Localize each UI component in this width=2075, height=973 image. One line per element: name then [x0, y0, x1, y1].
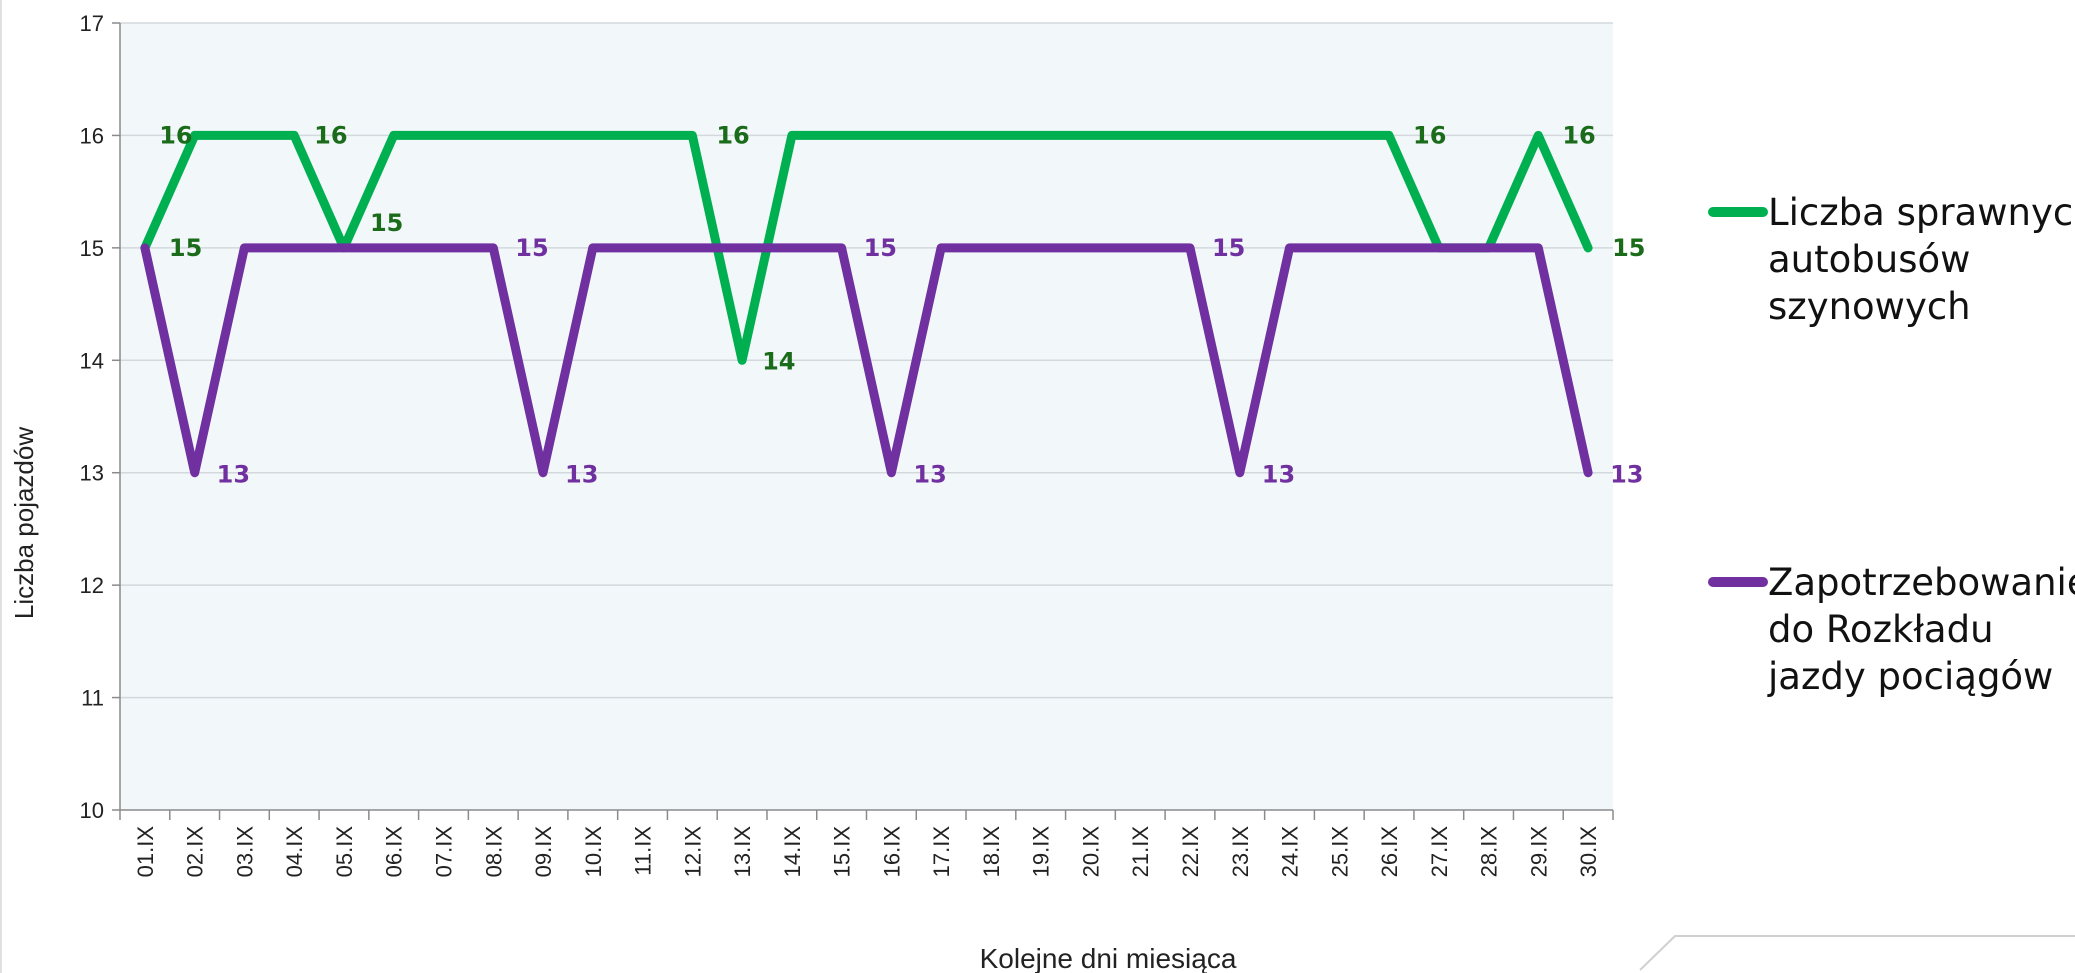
x-tick-label: 23.IX	[1228, 826, 1253, 878]
data-label: 14	[762, 347, 795, 375]
data-label: 16	[1413, 121, 1446, 149]
x-tick-label: 08.IX	[481, 826, 506, 878]
x-tick-label: 05.IX	[332, 826, 357, 878]
data-label: 16	[716, 121, 749, 149]
x-tick-label: 29.IX	[1526, 826, 1551, 878]
x-tick-label: 27.IX	[1427, 826, 1452, 878]
data-label: 16	[159, 121, 192, 149]
decorative-corner-line	[1639, 935, 2075, 971]
legend-label: Zapotrzebowanie	[1768, 561, 2075, 604]
data-label: 15	[370, 209, 403, 237]
legend-label: autobusów	[1768, 238, 1970, 281]
x-tick-label: 03.IX	[232, 826, 257, 878]
data-label: 15	[864, 234, 897, 262]
y-tick-label: 15	[80, 236, 104, 261]
y-tick-label: 17	[80, 11, 104, 36]
x-tick-label: 02.IX	[183, 826, 208, 878]
data-label: 13	[913, 461, 946, 489]
x-tick-label: 09.IX	[531, 826, 556, 878]
x-tick-label: 30.IX	[1576, 826, 1601, 878]
data-label: 13	[565, 461, 598, 489]
series-line-2	[140, 243, 1593, 478]
x-tick-label: 22.IX	[1178, 826, 1203, 878]
legend-label: Liczba sprawnych	[1768, 191, 2075, 234]
x-tick-label: 10.IX	[581, 826, 606, 878]
x-tick-label: 01.IX	[133, 826, 158, 878]
data-labels: 15 16 16 15 16 14 16 16 15 13 15 13 15 13 15 13 13	[159, 121, 1645, 488]
data-label: 13	[217, 461, 250, 489]
x-tick-label: 14.IX	[780, 826, 805, 878]
legend-label: szynowych	[1768, 285, 1971, 328]
series-line-1	[140, 130, 1593, 365]
data-label: 13	[1262, 461, 1295, 489]
x-tick-label: 06.IX	[382, 826, 407, 878]
x-tick-label: 26.IX	[1377, 826, 1402, 878]
y-tick-label: 14	[80, 348, 104, 373]
x-tick-label: 24.IX	[1278, 826, 1303, 878]
x-tick-label: 19.IX	[1029, 826, 1054, 878]
x-tick-label: 17.IX	[929, 826, 954, 878]
legend-label: jazdy pociągów	[1767, 655, 2053, 698]
y-axis-title: Liczba pojazdów	[9, 427, 39, 619]
x-tick-label: 13.IX	[730, 826, 755, 878]
x-tick-label: 16.IX	[879, 826, 904, 878]
data-label: 16	[314, 121, 347, 149]
series-lines	[140, 130, 1593, 478]
y-tick-label: 12	[80, 573, 104, 598]
x-tick-label: 07.IX	[431, 826, 456, 878]
data-label: 15	[169, 234, 202, 262]
x-tick-label: 15.IX	[830, 826, 855, 878]
plot-area	[120, 23, 1613, 810]
x-tick-label: 04.IX	[282, 826, 307, 878]
data-label: 16	[1562, 121, 1595, 149]
x-tick-label: 20.IX	[1078, 826, 1103, 878]
x-tick-label: 18.IX	[979, 826, 1004, 878]
legend-label: do Rozkładu	[1768, 608, 1994, 651]
data-label: 13	[1610, 461, 1643, 489]
data-label: 15	[1212, 234, 1245, 262]
x-axis-title: Kolejne dni miesiąca	[980, 943, 1237, 973]
x-tick-label: 25.IX	[1327, 826, 1352, 878]
y-tick-label: 11	[81, 686, 104, 711]
y-tick-label: 16	[80, 123, 104, 148]
x-tick-label: 11.IX	[631, 826, 656, 876]
data-label: 15	[1612, 234, 1645, 262]
x-tick-label: 28.IX	[1477, 826, 1502, 878]
data-label: 15	[515, 234, 548, 262]
x-tick-label: 21.IX	[1128, 826, 1153, 878]
y-tick-label: 13	[80, 461, 104, 486]
axes: 10 11 12 13 14 15 16 17 01.IX 02.IX 03.IX 04.IX 05.I…	[80, 11, 1614, 878]
y-tick-label: 10	[80, 798, 104, 823]
x-tick-label: 12.IX	[680, 826, 705, 878]
